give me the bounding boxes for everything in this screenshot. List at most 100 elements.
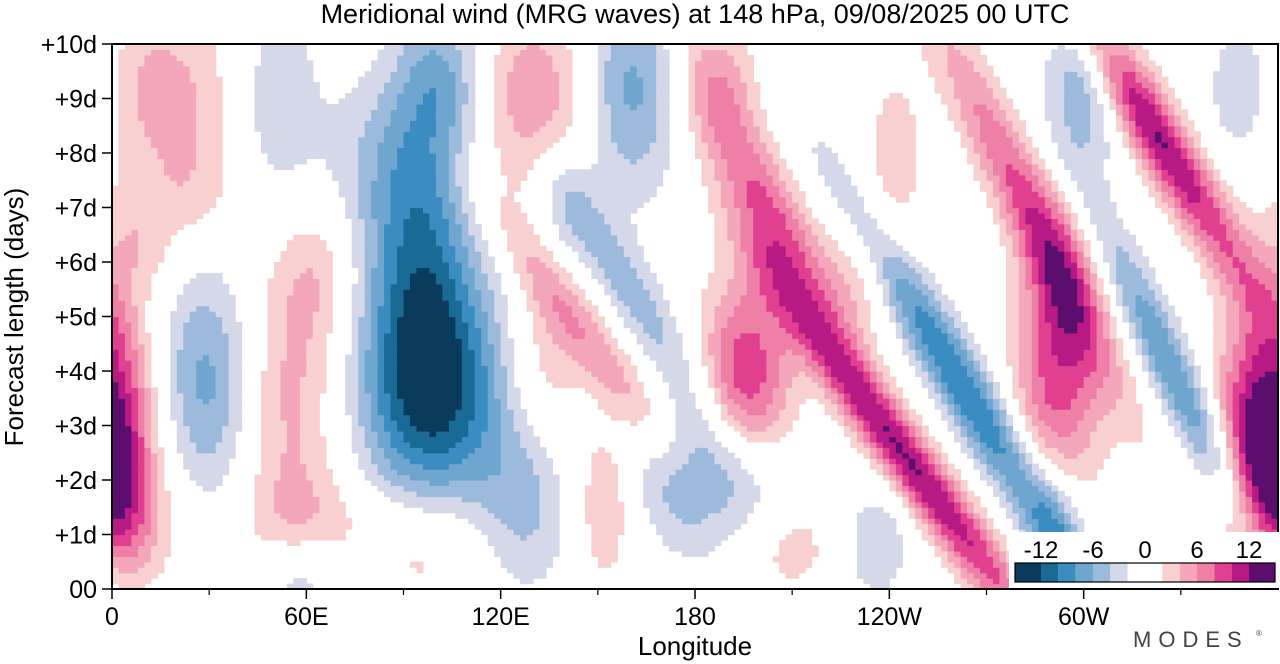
heatmap-cell	[1103, 403, 1111, 410]
heatmap-cell	[597, 398, 605, 405]
heatmap-cell	[934, 501, 942, 508]
heatmap-cell	[118, 452, 126, 459]
heatmap-cell	[513, 490, 521, 497]
heatmap-cell	[150, 425, 158, 432]
heatmap-cell	[429, 501, 437, 508]
heatmap-cell	[319, 441, 327, 448]
heatmap-cell	[617, 507, 625, 514]
heatmap-cell	[973, 578, 981, 585]
heatmap-cell	[720, 376, 728, 383]
heatmap-cell	[222, 469, 230, 476]
heatmap-cell	[1057, 371, 1065, 378]
heatmap-cell	[196, 474, 204, 481]
heatmap-cell	[1018, 398, 1026, 405]
heatmap-cell	[876, 539, 884, 546]
heatmap-cell	[1005, 480, 1014, 487]
heatmap-cell	[759, 365, 767, 372]
heatmap-cell	[422, 392, 431, 399]
heatmap-cell	[546, 349, 554, 356]
heatmap-cell	[209, 403, 217, 410]
heatmap-cell	[442, 425, 450, 432]
heatmap-cell	[902, 447, 910, 454]
heatmap-cell	[578, 349, 586, 356]
heatmap-cell	[895, 458, 903, 465]
heatmap-cell	[960, 365, 968, 372]
heatmap-cell	[597, 485, 605, 492]
heatmap-cell	[546, 550, 554, 557]
heatmap-cell	[403, 354, 411, 361]
heatmap-cell	[792, 343, 800, 350]
heatmap-cell	[1193, 463, 1201, 470]
heatmap-cell	[1200, 463, 1208, 470]
heatmap-cell	[481, 381, 489, 388]
heatmap-cell	[759, 425, 767, 432]
heatmap-cell	[682, 430, 690, 437]
heatmap-cell	[1012, 365, 1020, 372]
heatmap-cell	[170, 343, 178, 350]
heatmap-cell	[921, 376, 929, 383]
heatmap-cell	[1077, 425, 1085, 432]
heatmap-cell	[597, 507, 605, 514]
heatmap-cell	[1090, 360, 1098, 367]
heatmap-cell	[228, 381, 236, 388]
heatmap-cell	[843, 392, 852, 399]
heatmap-cell	[520, 414, 528, 421]
heatmap-cell	[921, 469, 929, 476]
heatmap-cell	[494, 376, 502, 383]
heatmap-cell	[267, 371, 275, 378]
heatmap-cell	[1193, 403, 1201, 410]
heatmap-cell	[1077, 420, 1085, 427]
heatmap-cell	[157, 490, 165, 497]
heatmap-cell	[707, 507, 716, 514]
heatmap-cell	[1096, 441, 1104, 448]
heatmap-cell	[286, 507, 294, 514]
heatmap-cell	[869, 338, 877, 345]
heatmap-cell	[695, 485, 703, 492]
heatmap-cell	[967, 496, 975, 503]
heatmap-cell	[947, 567, 955, 574]
heatmap-cell	[1154, 392, 1162, 399]
heatmap-cell	[941, 474, 949, 481]
heatmap-cell	[416, 420, 424, 427]
heatmap-cell	[461, 469, 469, 476]
heatmap-cell	[1265, 447, 1273, 454]
heatmap-cell	[843, 425, 852, 432]
heatmap-cell	[1239, 490, 1247, 497]
heatmap-cell	[196, 403, 204, 410]
heatmap-cell	[837, 376, 845, 383]
heatmap-cell	[455, 354, 463, 361]
heatmap-cell	[513, 529, 521, 536]
heatmap-cell	[1064, 360, 1072, 367]
heatmap-cell	[1012, 518, 1020, 525]
heatmap-cell	[112, 376, 120, 383]
heatmap-cell	[1154, 371, 1162, 378]
heatmap-cell	[701, 490, 709, 497]
heatmap-cell	[235, 354, 243, 361]
heatmap-cell	[384, 490, 392, 497]
heatmap-cell	[183, 414, 191, 421]
heatmap-cell	[481, 496, 489, 503]
heatmap-cell	[183, 403, 191, 410]
heatmap-cell	[960, 398, 968, 405]
heatmap-cell	[118, 485, 126, 492]
heatmap-cell	[669, 529, 677, 536]
heatmap-cell	[397, 474, 405, 481]
heatmap-cell	[1064, 354, 1072, 361]
heatmap-cell	[1044, 371, 1052, 378]
heatmap-cell	[954, 343, 962, 350]
heatmap-cell	[863, 381, 871, 388]
heatmap-cell	[1239, 387, 1247, 394]
heatmap-cell	[1031, 425, 1039, 432]
heatmap-cell	[351, 420, 359, 427]
heatmap-cell	[397, 441, 405, 448]
heatmap-cell	[701, 523, 709, 530]
heatmap-cell	[228, 365, 236, 372]
heatmap-cell	[869, 523, 877, 530]
heatmap-cell	[1180, 349, 1188, 356]
heatmap-cell	[533, 567, 541, 574]
heatmap-cell	[785, 425, 793, 432]
heatmap-cell	[474, 512, 482, 519]
heatmap-cell	[209, 381, 217, 388]
heatmap-cell	[934, 349, 942, 356]
heatmap-cell	[137, 365, 145, 372]
